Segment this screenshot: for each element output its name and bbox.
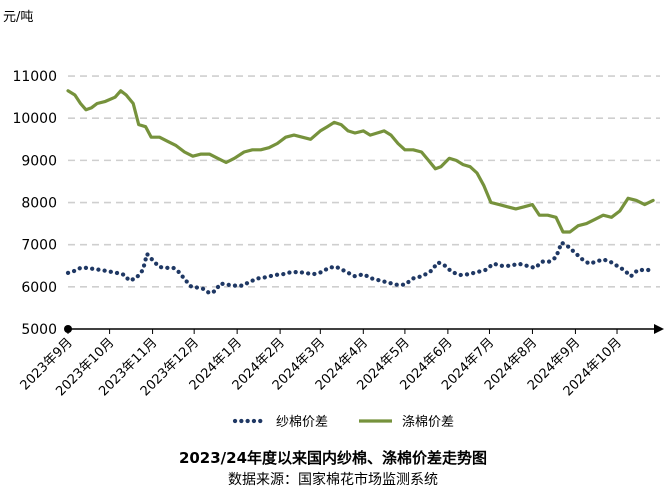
chart-title: 2023/24年度以来国内纱棉、涤棉价差走势图 bbox=[178, 449, 488, 467]
y-tick-label: 8000 bbox=[21, 196, 57, 212]
series-line-0 bbox=[65, 240, 654, 296]
x-axis: 2023年9月2023年10月2023年11月2023年12月2024年1月20… bbox=[18, 324, 664, 399]
y-tick-label: 6000 bbox=[21, 280, 57, 296]
grid-lines bbox=[68, 75, 660, 288]
unit-label: 元/吨 bbox=[3, 10, 33, 25]
series-layer bbox=[65, 89, 655, 296]
x-axis-arrow bbox=[654, 324, 664, 334]
y-tick-label: 7000 bbox=[21, 238, 57, 254]
y-axis: 11000 10000 9000 8000 7000 6000 5000 bbox=[12, 69, 57, 338]
legend-label-yarn-spread: 纱棉价差 bbox=[276, 415, 328, 430]
y-tick-label: 11000 bbox=[12, 69, 57, 85]
chart-source: 数据来源：国家棉花市场监测系统 bbox=[228, 472, 438, 488]
y-tick-label: 5000 bbox=[21, 322, 57, 338]
legend: 纱棉价差 涤棉价差 bbox=[232, 415, 454, 430]
legend-item-poly-cotton-spread: 涤棉价差 bbox=[359, 415, 454, 430]
y-tick-label: 10000 bbox=[12, 111, 57, 127]
legend-label-poly-cotton-spread: 涤棉价差 bbox=[402, 415, 454, 430]
legend-item-yarn-spread: 纱棉价差 bbox=[232, 415, 328, 430]
series-line-1 bbox=[66, 89, 655, 234]
y-tick-label: 9000 bbox=[21, 153, 57, 169]
